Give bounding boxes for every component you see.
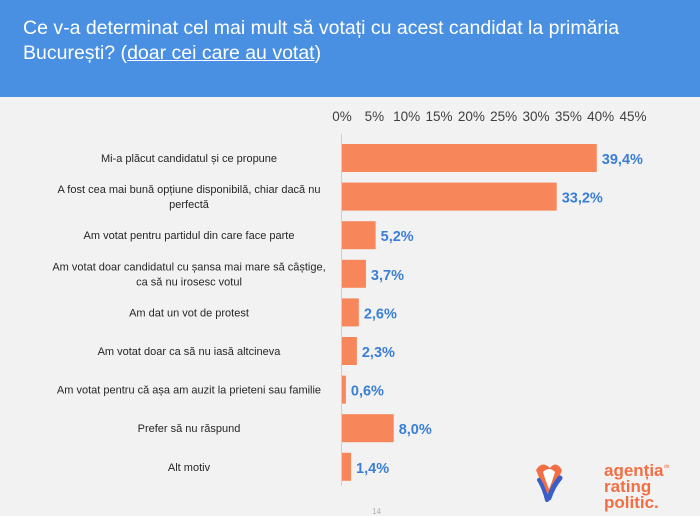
x-tick-label: 35% <box>555 109 582 124</box>
data-label: 33,2% <box>562 191 603 207</box>
bar <box>342 144 597 172</box>
bar <box>342 182 557 211</box>
x-tick-label: 25% <box>490 109 517 124</box>
category-label: Prefer să nu răspund <box>138 423 241 435</box>
page-title: Ce v-a determinat cel mai mult să votați… <box>23 17 620 64</box>
category-label-line: ca să nu irosesc votul <box>136 276 242 288</box>
logo-word-de: de <box>664 464 670 470</box>
bar <box>342 414 394 443</box>
bar <box>342 259 366 288</box>
data-label: 0,6% <box>351 384 384 400</box>
x-tick-label: 20% <box>458 109 485 124</box>
category-label: Am dat un vot de protest <box>129 307 249 319</box>
category-label-line: Am votat doar candidatul cu șansa mai ma… <box>52 261 325 273</box>
data-label: 2,6% <box>364 306 397 322</box>
x-tick-label: 40% <box>587 109 614 124</box>
category-label-line: Am votat doar ca să nu iasă altcineva <box>98 346 282 358</box>
category-label-line: Prefer să nu răspund <box>138 423 241 435</box>
bar <box>342 221 376 250</box>
x-tick-label: 5% <box>365 109 385 124</box>
x-tick-label: 0% <box>332 109 352 124</box>
category-label: Alt motiv <box>168 462 211 474</box>
x-tick-label: 45% <box>619 109 646 124</box>
brand-logo: agenția de rating politic. <box>536 461 670 512</box>
x-tick-label: 30% <box>522 109 549 124</box>
category-label: Mi-a plăcut candidatul și ce propune <box>101 153 277 165</box>
category-label-line: Alt motiv <box>168 462 211 474</box>
bar-chart: 0% 5% 10% 15% 20% 25% 30% 35% 40% 45% 39,4% Mi-a pl… <box>52 109 647 481</box>
category-label: Am votat pentru partidul din care face p… <box>84 230 295 242</box>
category-label-line: perfectă <box>169 199 210 211</box>
logo-word-2: rating <box>604 477 651 496</box>
category-label-line: Mi-a plăcut candidatul și ce propune <box>101 153 277 165</box>
data-label: 1,4% <box>356 461 389 477</box>
data-label: 2,3% <box>362 345 395 361</box>
category-label: A fost cea mai bună opțiune disponibilă,… <box>58 184 321 211</box>
x-tick-label: 10% <box>393 109 420 124</box>
title-text: Ce v-a determinat cel mai mult să votați… <box>23 17 620 64</box>
data-label: 8,0% <box>399 422 432 438</box>
title-subtitle: doar cei care au votat <box>127 42 315 64</box>
data-label: 39,4% <box>602 152 643 168</box>
category-label: Am votat pentru că așa am auzit la priet… <box>57 385 321 397</box>
y-axis-line <box>341 134 342 486</box>
bar <box>342 452 352 481</box>
category-label: Am votat doar ca să nu iasă altcineva <box>98 346 282 358</box>
data-label: 3,7% <box>371 268 404 284</box>
category-label-line: Am dat un vot de protest <box>129 307 249 319</box>
page-number: 14 <box>372 507 381 516</box>
data-label: 5,2% <box>381 229 414 245</box>
category-label-line: A fost cea mai bună opțiune disponibilă,… <box>58 184 321 196</box>
bar <box>342 298 359 327</box>
category-label-line: Am votat pentru partidul din care face p… <box>84 230 295 242</box>
header-banner: Ce v-a determinat cel mai mult să votați… <box>0 0 700 97</box>
logo-word-3: politic. <box>604 493 659 512</box>
category-label: Am votat doar candidatul cu șansa mai ma… <box>52 261 325 288</box>
logo-mark-icon <box>536 464 563 502</box>
bar <box>342 337 357 365</box>
category-label-line: Am votat pentru că așa am auzit la priet… <box>57 385 321 397</box>
bar <box>342 375 346 404</box>
x-tick-label: 15% <box>425 109 452 124</box>
logo-word-1: agenția <box>604 461 664 480</box>
